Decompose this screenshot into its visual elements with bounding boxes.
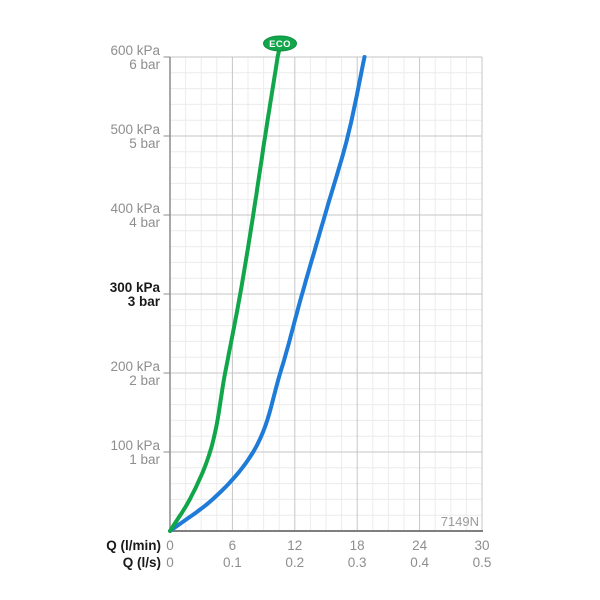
- model-code: 7149N: [441, 514, 479, 529]
- y-label-kpa: 400 kPa: [110, 201, 160, 216]
- x-tick-ls: 0.5: [473, 555, 492, 570]
- x-tick-lmin: 30: [474, 538, 489, 553]
- y-label-kpa: 300 kPa: [110, 280, 161, 295]
- x-tick-ls: 0.3: [348, 555, 367, 570]
- eco-badge: ECO: [263, 35, 297, 52]
- eco-curve: [168, 48, 281, 533]
- x-tick-ls: 0.2: [285, 555, 304, 570]
- y-label-bar: 1 bar: [129, 452, 160, 467]
- y-axis-ticks: [163, 56, 170, 453]
- x-tick-lmin: 12: [287, 538, 302, 553]
- y-label-bar: 2 bar: [129, 373, 160, 388]
- y-label-kpa: 100 kPa: [110, 438, 160, 453]
- y-label-bar: 5 bar: [129, 136, 160, 151]
- x-tick-lmin: 24: [412, 538, 428, 553]
- x-axis-labels: Q (l/min) Q (l/s) 0 6 12 18 24 30 0 0.1 0.2 0.3 0.4 0…: [106, 538, 491, 570]
- standard-curve: [168, 55, 367, 533]
- model-code-text: 7149N: [441, 514, 479, 529]
- x-axis-title-ls: Q (l/s): [123, 555, 161, 570]
- standard-curve: [168, 55, 367, 533]
- x-tick-ls: 0.4: [410, 555, 429, 570]
- y-label-bar: 6 bar: [129, 57, 160, 72]
- y-label-kpa: 500 kPa: [110, 122, 160, 137]
- y-label-bar: 4 bar: [129, 215, 160, 230]
- x-axis-title-lmin: Q (l/min): [106, 538, 161, 553]
- eco-badge-ellipse: [263, 35, 297, 52]
- y-label-kpa: 200 kPa: [110, 359, 160, 374]
- x-tick-lmin: 0: [166, 538, 174, 553]
- x-tick-ls: 0: [166, 555, 174, 570]
- x-tick-lmin: 6: [229, 538, 237, 553]
- y-label-kpa: 600 kPa: [110, 43, 160, 58]
- eco-badge-label: ECO: [269, 39, 291, 50]
- y-label-bar: 3 bar: [128, 294, 161, 309]
- x-tick-ls: 0.1: [223, 555, 242, 570]
- x-tick-lmin: 18: [350, 538, 365, 553]
- eco-curve: [168, 48, 281, 533]
